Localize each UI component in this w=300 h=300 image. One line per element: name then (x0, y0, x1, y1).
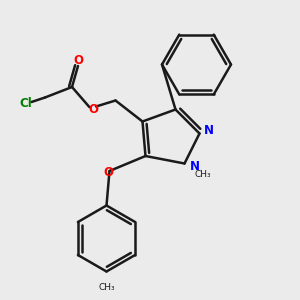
Text: O: O (73, 53, 83, 67)
Text: O: O (103, 166, 113, 179)
Text: Cl: Cl (19, 97, 32, 110)
Text: N: N (190, 160, 200, 173)
Text: N: N (204, 124, 214, 137)
Text: O: O (88, 103, 98, 116)
Text: CH₃: CH₃ (194, 170, 211, 179)
Text: CH₃: CH₃ (98, 283, 115, 292)
